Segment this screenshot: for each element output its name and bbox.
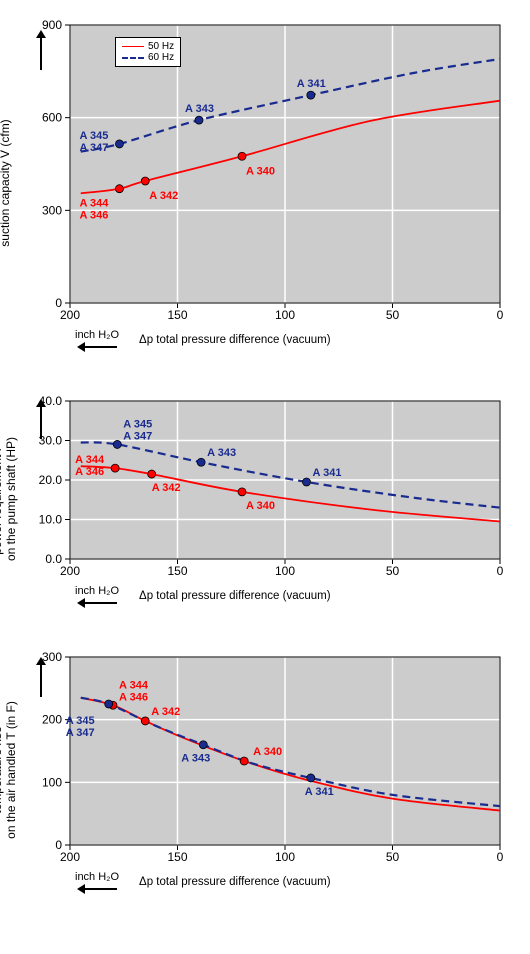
x-axis-unit: inch H₂O xyxy=(75,871,119,883)
x-axis-label-row: inch H₂O Δp total pressure difference (v… xyxy=(65,871,515,893)
point-label: A 345 xyxy=(66,715,95,727)
chart-wrap-power: power requirement Pon the pump shaft (HP… xyxy=(15,391,515,607)
xtick-label: 150 xyxy=(167,850,187,864)
point-label: A 342 xyxy=(151,706,180,718)
data-point xyxy=(148,470,156,478)
point-label: A 341 xyxy=(305,786,334,798)
xtick-label: 100 xyxy=(275,308,295,322)
x-axis-arrow-icon xyxy=(77,343,117,351)
y-axis-arrow-icon xyxy=(37,657,45,697)
x-axis-unit: inch H₂O xyxy=(75,329,119,341)
xtick-label: 100 xyxy=(275,564,295,578)
chart-temp: 2001501005000100200300A 344A 346A 342A 3… xyxy=(15,647,510,867)
x-axis-arrow-icon xyxy=(77,885,117,893)
point-label: A 341 xyxy=(313,467,342,479)
x-axis-label: Δp total pressure difference (vacuum) xyxy=(139,876,331,888)
data-point xyxy=(238,152,246,160)
data-point xyxy=(113,440,121,448)
xtick-label: 0 xyxy=(497,850,504,864)
ytick-label: 300 xyxy=(42,203,62,217)
point-label: A 347 xyxy=(79,142,108,154)
data-point xyxy=(240,757,248,765)
legend-item-60hz: 60 Hz xyxy=(148,52,174,63)
xtick-label: 0 xyxy=(497,564,504,578)
xtick-label: 50 xyxy=(386,850,400,864)
x-axis-label-row: inch H₂O Δp total pressure difference (v… xyxy=(65,329,515,351)
y-axis-arrow-icon xyxy=(37,30,45,70)
data-point xyxy=(303,478,311,486)
point-label: A 346 xyxy=(75,466,104,478)
point-label: A 344 xyxy=(119,679,149,691)
point-label: A 345 xyxy=(123,418,152,430)
data-point xyxy=(141,717,149,725)
ytick-label: 200 xyxy=(42,713,62,727)
xtick-label: 50 xyxy=(386,564,400,578)
x-axis-label: Δp total pressure difference (vacuum) xyxy=(139,334,331,346)
y-axis-label: temperature riseon the air handled T (in… xyxy=(0,701,19,839)
ytick-label: 100 xyxy=(42,775,62,789)
data-point xyxy=(115,185,123,193)
x-axis-unit: inch H₂O xyxy=(75,585,119,597)
ytick-label: 0.0 xyxy=(45,552,62,566)
data-point xyxy=(199,741,207,749)
data-point xyxy=(197,458,205,466)
legend: 50 Hz 60 Hz xyxy=(115,37,181,67)
xtick-label: 150 xyxy=(167,308,187,322)
x-axis-label-row: inch H₂O Δp total pressure difference (v… xyxy=(65,585,515,607)
y-axis-label: suction capacity V (cfm) xyxy=(0,119,12,246)
point-label: A 343 xyxy=(185,103,214,115)
xtick-label: 50 xyxy=(386,308,400,322)
chart-wrap-suction: suction capacity V (cfm)2001501005000300… xyxy=(15,15,515,351)
data-point xyxy=(307,774,315,782)
chart-suction: 2001501005000300600900A 344A 346A 342A 3… xyxy=(15,15,510,325)
xtick-label: 200 xyxy=(60,564,80,578)
data-point xyxy=(111,464,119,472)
ytick-label: 0 xyxy=(55,838,62,852)
point-label: A 347 xyxy=(123,430,152,442)
point-label: A 346 xyxy=(79,210,108,222)
data-point xyxy=(141,177,149,185)
data-point xyxy=(105,700,113,708)
point-label: A 347 xyxy=(66,727,95,739)
point-label: A 345 xyxy=(79,130,108,142)
point-label: A 343 xyxy=(181,753,210,765)
data-point xyxy=(238,488,246,496)
x-axis-label: Δp total pressure difference (vacuum) xyxy=(139,590,331,602)
point-label: A 344 xyxy=(79,198,109,210)
xtick-label: 150 xyxy=(167,564,187,578)
xtick-label: 200 xyxy=(60,850,80,864)
point-label: A 340 xyxy=(246,165,275,177)
ytick-label: 600 xyxy=(42,111,62,125)
chart-power: 2001501005000.010.020.030.040.0A 344A 34… xyxy=(15,391,510,581)
point-label: A 340 xyxy=(246,500,275,512)
chart-wrap-temp: temperature riseon the air handled T (in… xyxy=(15,647,515,893)
ytick-label: 0 xyxy=(55,296,62,310)
xtick-label: 200 xyxy=(60,308,80,322)
point-label: A 344 xyxy=(75,454,105,466)
data-point xyxy=(307,91,315,99)
point-label: A 340 xyxy=(253,746,282,758)
y-axis-arrow-icon xyxy=(37,399,45,439)
y-axis-label: power requirement Pon the pump shaft (HP… xyxy=(0,437,19,561)
x-axis-arrow-icon xyxy=(77,599,117,607)
point-label: A 341 xyxy=(297,78,326,90)
data-point xyxy=(115,140,123,148)
data-point xyxy=(195,116,203,124)
point-label: A 342 xyxy=(152,482,181,494)
point-label: A 346 xyxy=(119,691,148,703)
xtick-label: 100 xyxy=(275,850,295,864)
ytick-label: 10.0 xyxy=(39,513,63,527)
xtick-label: 0 xyxy=(497,308,504,322)
legend-item-50hz: 50 Hz xyxy=(148,41,174,52)
point-label: A 342 xyxy=(149,190,178,202)
point-label: A 343 xyxy=(207,447,236,459)
ytick-label: 20.0 xyxy=(39,473,63,487)
